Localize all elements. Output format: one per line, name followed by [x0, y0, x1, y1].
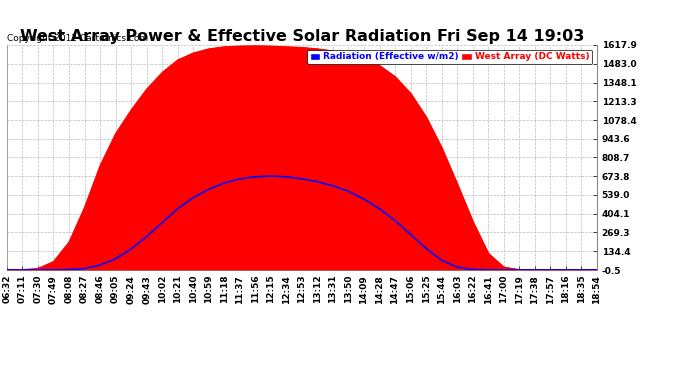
Title: West Array Power & Effective Solar Radiation Fri Sep 14 19:03: West Array Power & Effective Solar Radia… [20, 29, 584, 44]
Legend: Radiation (Effective w/m2), West Array (DC Watts): Radiation (Effective w/m2), West Array (… [307, 50, 592, 64]
Text: Copyright 2012 Cartronics.com: Copyright 2012 Cartronics.com [7, 34, 148, 43]
